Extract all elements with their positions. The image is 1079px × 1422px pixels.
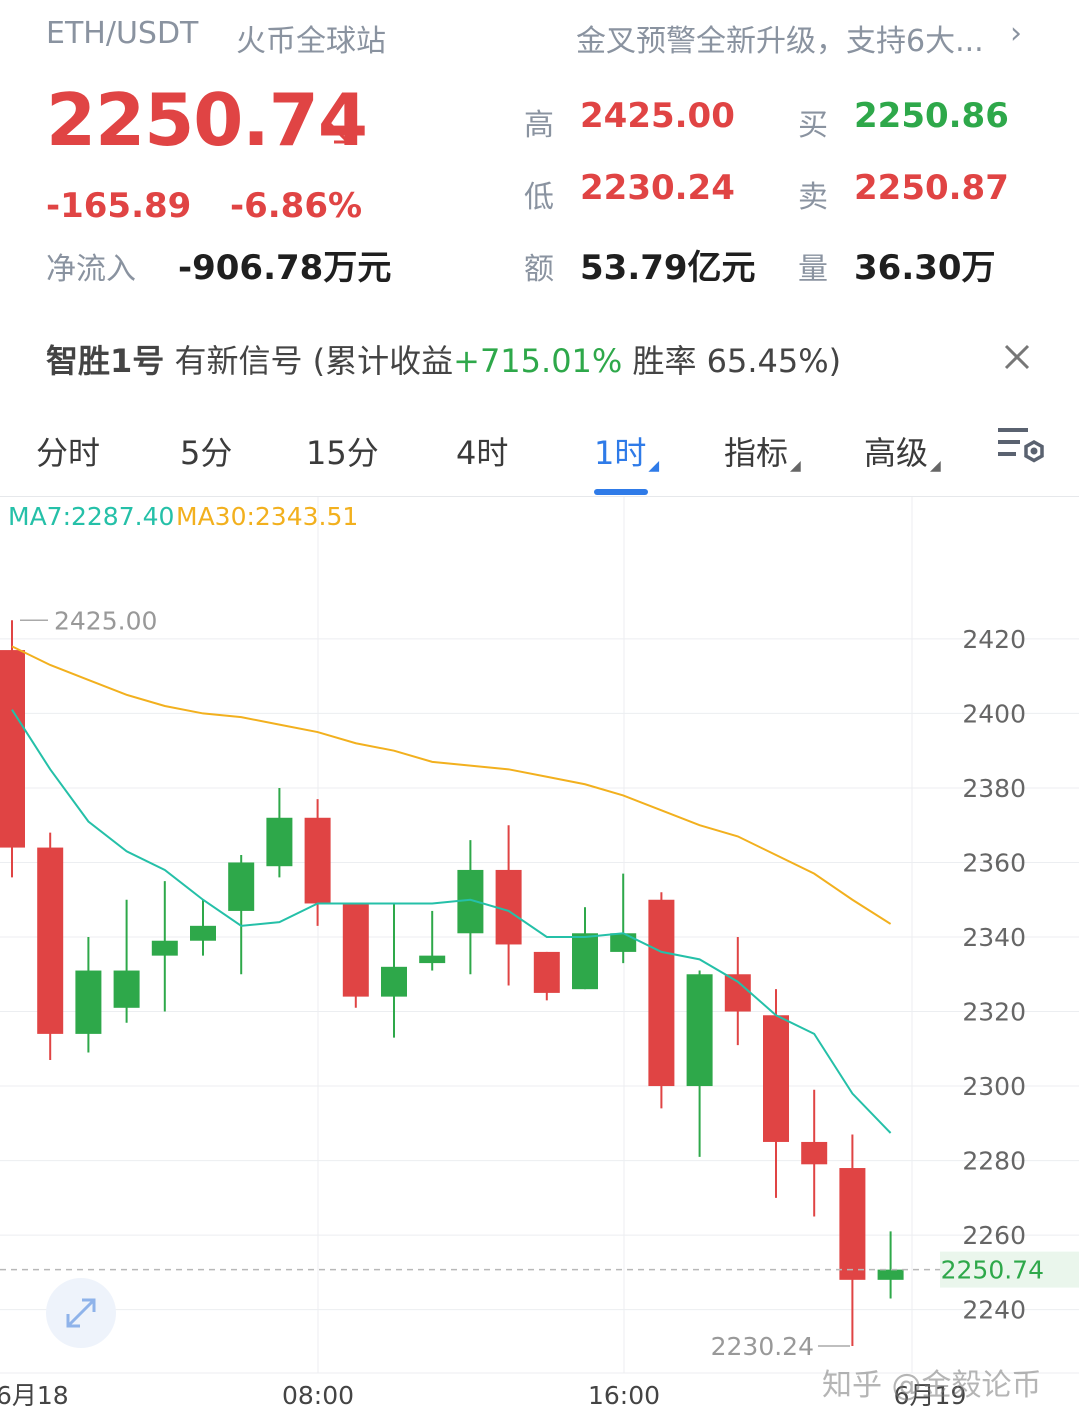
promo-banner[interactable]: 金叉预警全新升级，支持6大... <box>576 24 984 59</box>
low-label: 低 <box>524 180 554 215</box>
ma7-indicator: MA7:2287.40 <box>8 502 175 531</box>
candle-body <box>75 970 102 1034</box>
tab-label: 分时 <box>36 434 101 472</box>
chart-settings-icon[interactable] <box>996 424 1048 470</box>
expand-button[interactable] <box>46 1278 116 1348</box>
close-icon[interactable] <box>1000 340 1034 374</box>
low-value: 2230.24 <box>580 168 735 208</box>
tabs-divider <box>0 496 1079 497</box>
volume-value: 36.30万 <box>854 248 996 288</box>
last-price-tag <box>940 1251 1079 1288</box>
last-price: 2250.74 <box>46 78 368 162</box>
x-tick-label: 08:00 <box>282 1381 354 1410</box>
candle-body <box>0 650 25 848</box>
candle-body <box>763 1015 789 1142</box>
trading-pair[interactable]: ETH/USDT <box>46 16 199 51</box>
candle-body <box>648 899 675 1087</box>
tab-label: 5分 <box>180 434 233 472</box>
signal-profit: +715.01% <box>453 342 623 380</box>
watermark: 知乎 @金毅论币 <box>822 1368 1042 1403</box>
x-tick-label: 6月18 <box>0 1381 69 1410</box>
candle-body <box>801 1141 828 1165</box>
candle-body <box>610 933 637 952</box>
exchange-name[interactable]: 火币全球站 <box>236 24 386 59</box>
tab-label: 高级 <box>864 434 929 472</box>
candle-body <box>190 925 216 941</box>
netflow-label: 净流入 <box>46 252 136 287</box>
high-value: 2425.00 <box>580 96 735 136</box>
y-tick-label: 2380 <box>962 774 1026 803</box>
candle-body <box>381 966 407 997</box>
dropdown-triangle-icon: ◢ <box>930 458 941 474</box>
ma7-line <box>11 709 892 1134</box>
ask-label: 卖 <box>798 180 828 215</box>
candle-body <box>877 1269 904 1280</box>
ma30-indicator: MA30:2343.51 <box>176 502 359 531</box>
candle-body <box>839 1168 866 1280</box>
tab-label: 15分 <box>306 434 379 472</box>
y-tick-label: 2360 <box>962 848 1026 877</box>
tab-label: 指标 <box>724 434 789 472</box>
tab-1[interactable]: 5分 <box>180 428 232 474</box>
active-tab-indicator <box>594 489 648 495</box>
price-change: -165.89 <box>46 186 192 226</box>
candle-body <box>495 869 522 945</box>
tab-5[interactable]: 指标 ◢ <box>724 428 801 474</box>
y-tick-label: 2300 <box>962 1072 1026 1101</box>
y-tick-label: 2280 <box>962 1147 1026 1176</box>
tab-3[interactable]: 4时 <box>456 428 508 474</box>
tab-label: 4时 <box>456 434 509 472</box>
signal-text: 有新信号 (累计收益 <box>174 342 454 380</box>
x-tick-label: 16:00 <box>588 1381 660 1410</box>
chevron-right-icon[interactable]: › <box>1010 16 1022 51</box>
bid-value: 2250.86 <box>854 96 1009 136</box>
candle-body <box>151 940 178 956</box>
x-tick-label: 6月19 <box>894 1381 967 1410</box>
candle-body <box>266 817 293 867</box>
y-tick-label: 2320 <box>962 998 1026 1027</box>
candle-body <box>724 974 751 1012</box>
tab-4[interactable]: 1时 ◢ <box>594 428 659 474</box>
y-tick-label: 2260 <box>962 1221 1026 1250</box>
candle-body <box>228 862 255 911</box>
volume-label: 量 <box>798 252 828 287</box>
netflow-value: -906.78万元 <box>178 248 392 288</box>
candle-body <box>533 951 560 993</box>
candle-body <box>686 974 713 1087</box>
candle-body <box>304 817 331 904</box>
amount-label: 额 <box>524 252 554 287</box>
arrow-down-right-icon <box>324 118 350 144</box>
y-tick-label: 2340 <box>962 923 1026 952</box>
candle-body <box>113 970 140 1008</box>
y-tick-label: 2420 <box>962 625 1026 654</box>
amount-value: 53.79亿元 <box>580 248 756 288</box>
dropdown-triangle-icon: ◢ <box>648 458 660 474</box>
signal-strategy-name: 智胜1号 <box>46 342 165 380</box>
signal-winrate: 胜率 65.45%) <box>632 342 842 380</box>
candle-body <box>419 955 446 964</box>
candle-body <box>37 847 64 1034</box>
candle-body <box>572 933 598 990</box>
ask-value: 2250.87 <box>854 168 1009 208</box>
min-price-label: 2230.24 <box>711 1332 814 1361</box>
ma30-line <box>11 645 892 925</box>
expand-icon <box>66 1298 96 1328</box>
candlestick-chart[interactable]: 2420 2400 2380 2360 2340 2320 2300 2280 2260 2240… <box>0 497 1079 1422</box>
last-price-label: 2250.74 <box>941 1256 1044 1285</box>
high-label: 高 <box>524 108 554 143</box>
dropdown-triangle-icon: ◢ <box>790 458 801 474</box>
y-tick-label: 2400 <box>962 699 1026 728</box>
tab-2[interactable]: 15分 <box>306 428 379 474</box>
price-change-percent: -6.86% <box>230 186 363 226</box>
y-tick-label: 2240 <box>962 1296 1026 1325</box>
tab-6[interactable]: 高级 ◢ <box>864 428 941 474</box>
bid-label: 买 <box>798 108 828 143</box>
tab-0[interactable]: 分时 <box>36 428 100 474</box>
tab-label: 1时 <box>594 434 647 472</box>
max-price-label: 2425.00 <box>54 606 157 635</box>
signal-banner[interactable]: 智胜1号 有新信号 (累计收益+715.01% 胜率 65.45%) <box>46 336 841 382</box>
candle-body <box>342 903 369 997</box>
